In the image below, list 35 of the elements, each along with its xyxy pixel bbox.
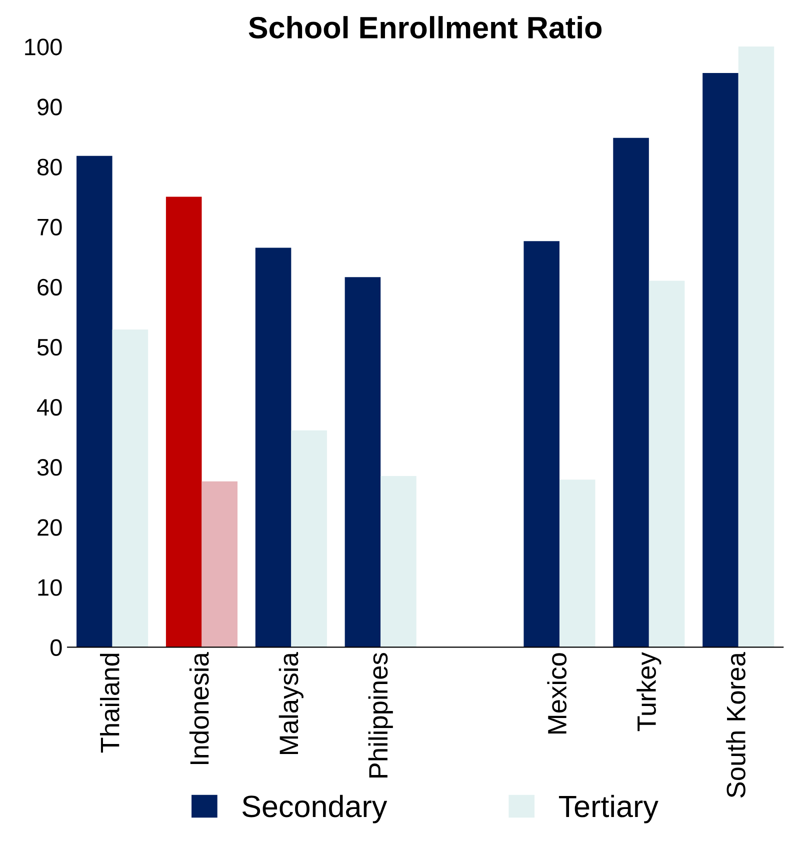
y-tick-label: 30: [37, 459, 62, 476]
bar: [166, 196, 202, 648]
chart-title: School Enrollment Ratio: [248, 16, 602, 38]
bar: [738, 46, 774, 648]
y-tick-label: 50: [37, 338, 62, 356]
x-tick-label: Malaysia: [278, 652, 304, 754]
x-tick-label: Mexico: [547, 653, 567, 734]
bar: [380, 476, 416, 648]
bar: [559, 480, 596, 648]
y-tick-label: 10: [38, 579, 62, 596]
x-tick-label: Thailand: [100, 654, 120, 753]
bar: [344, 277, 381, 648]
y-tick-label: 90: [38, 98, 62, 116]
y-tick-label: 60: [38, 278, 62, 296]
x-tick-label: South Korea: [726, 652, 746, 798]
y-tick-label: 80: [37, 158, 62, 176]
bar: [613, 138, 649, 648]
bar: [648, 280, 685, 648]
bar: [702, 72, 738, 648]
bar: [202, 481, 238, 648]
y-tick-label: 70: [38, 218, 62, 236]
bar: [291, 430, 327, 648]
x-tick-label: Turkey: [636, 652, 662, 732]
bar: [255, 248, 292, 648]
legend-label: Secondary: [242, 794, 388, 824]
legend-label: Tertiary: [558, 794, 658, 824]
bar: [524, 241, 560, 648]
y-tick-label: 20: [38, 519, 62, 536]
x-tick-label: Philippines: [368, 653, 393, 778]
y-tick-label: 40: [36, 398, 62, 416]
bar: [112, 329, 148, 648]
bar: [76, 156, 112, 648]
y-tick-label: 0: [50, 639, 62, 656]
y-tick-label: 100: [25, 38, 62, 56]
x-tick-label: Indonesia: [189, 652, 209, 764]
